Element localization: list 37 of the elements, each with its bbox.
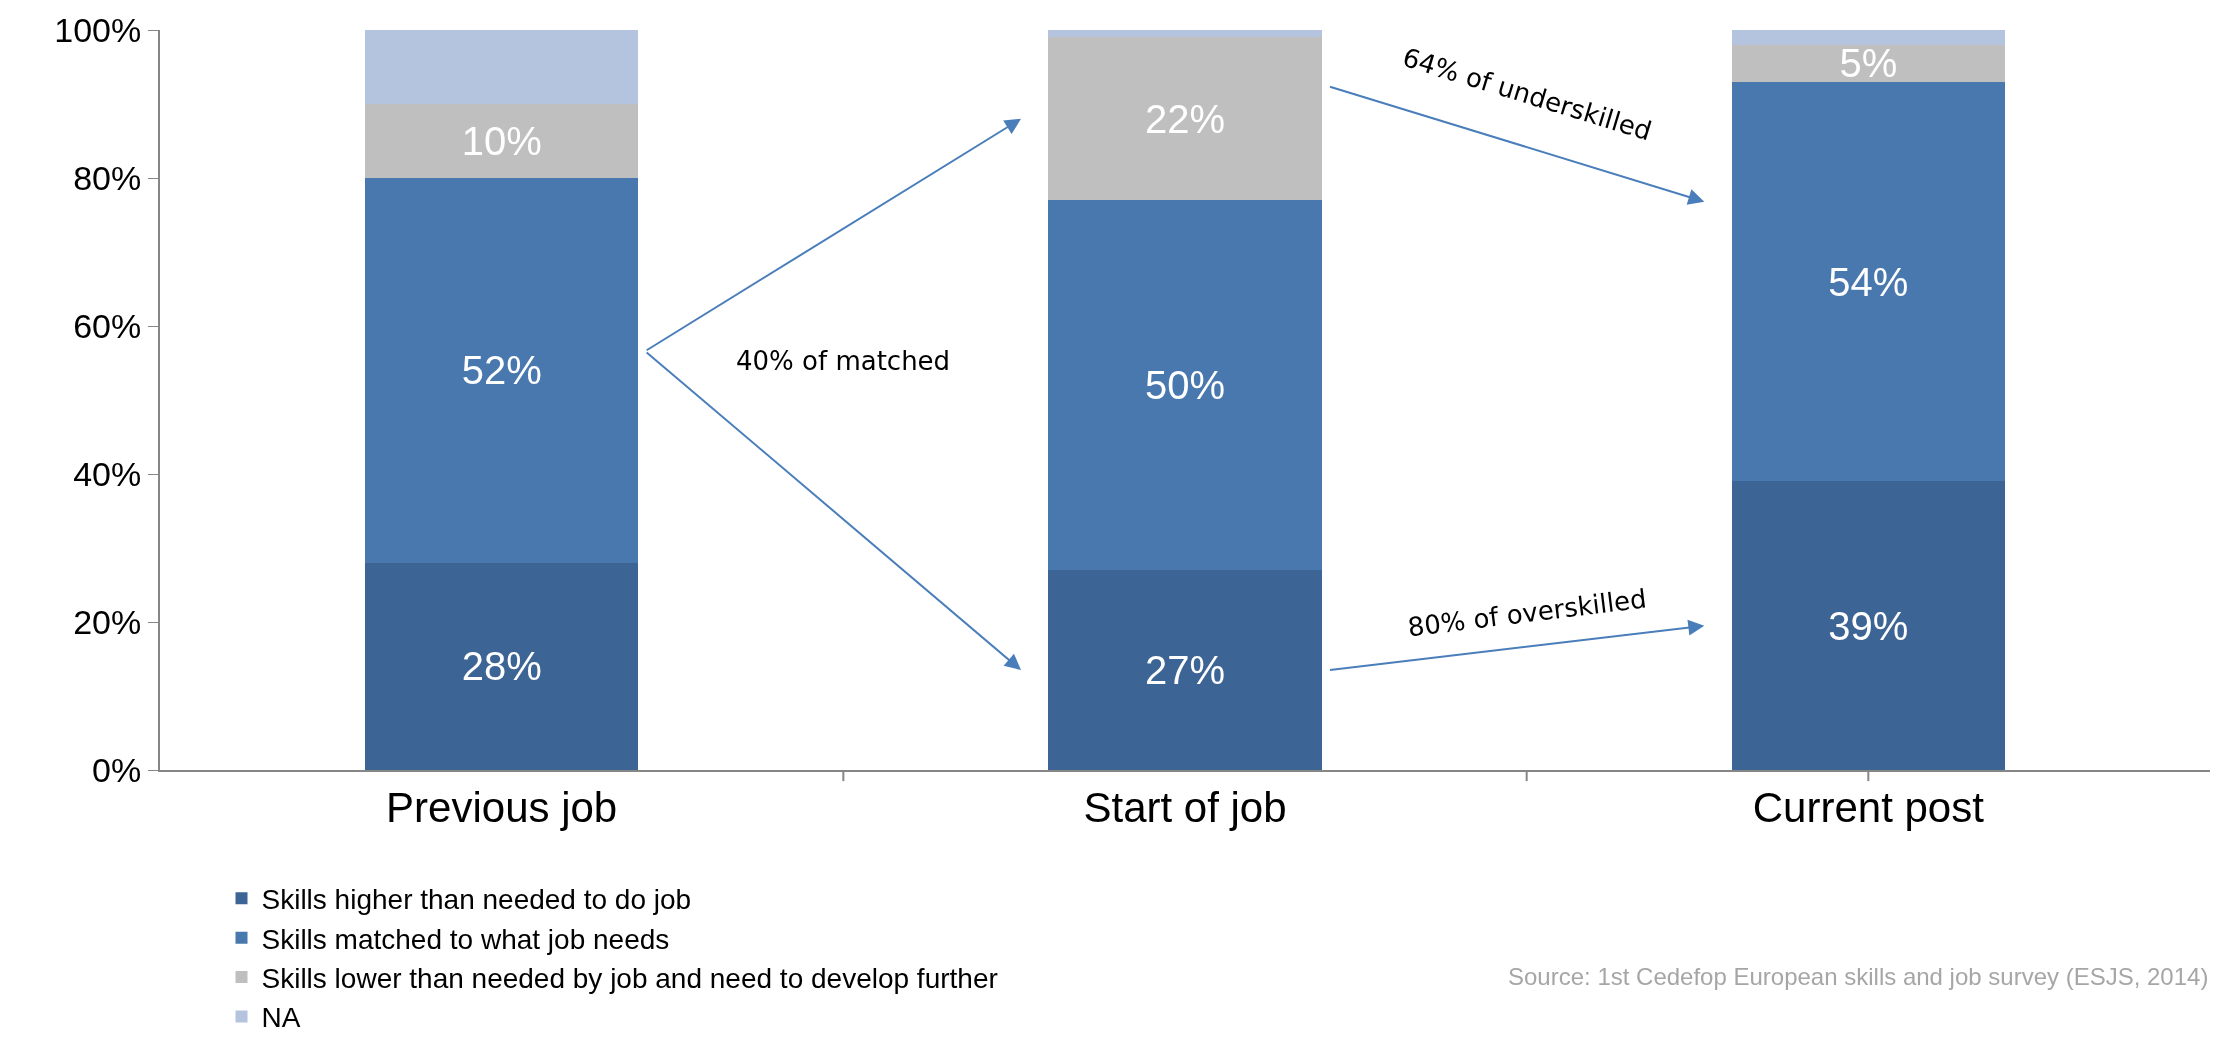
x-tick-label: Previous job (386, 784, 618, 832)
data-label: 54% (1828, 259, 1909, 304)
annotation: 80% of overskilled (1406, 583, 1649, 643)
data-label: 5% (1839, 41, 1898, 86)
data-label: 10% (461, 119, 542, 163)
data-label: 39% (1828, 603, 1909, 648)
bar (1731, 44, 2005, 82)
y-tick-label: 100% (54, 10, 142, 49)
data-label: 50% (1144, 363, 1226, 408)
legend-label: Skills higher than needed to do job (261, 884, 692, 916)
bar (1048, 30, 1322, 38)
y-tick-label: 60% (73, 306, 142, 345)
y-tick-label: 20% (73, 602, 142, 641)
bar (365, 30, 639, 104)
legend-label: Skills lower than needed by job and need to develop further (261, 963, 998, 995)
legend-label: NA (261, 1002, 301, 1034)
bar (1048, 570, 1322, 770)
bar (1731, 81, 2005, 482)
bar (1048, 37, 1322, 201)
x-tick-label: Start of job (1083, 784, 1287, 832)
bar (365, 104, 639, 178)
bar (1731, 481, 2005, 770)
bar (1731, 30, 2005, 45)
bar (365, 178, 639, 563)
legend-label: Skills matched to what job needs (261, 923, 670, 955)
y-tick-label: 40% (73, 454, 142, 493)
data-label: 22% (1144, 96, 1226, 141)
y-tick-label: 0% (92, 750, 142, 789)
bar (1048, 200, 1322, 571)
bar (365, 562, 639, 770)
source-note: Source: 1st Cedefop European skills and job survey (ESJS, 2014) (1508, 963, 2209, 990)
data-label: 52% (461, 348, 542, 393)
annotation: 40% of matched (736, 346, 951, 376)
data-label: 27% (1144, 648, 1226, 693)
data-label: 28% (461, 644, 542, 689)
x-tick-label: Current post (1752, 784, 1985, 832)
y-tick-label: 80% (73, 158, 142, 197)
